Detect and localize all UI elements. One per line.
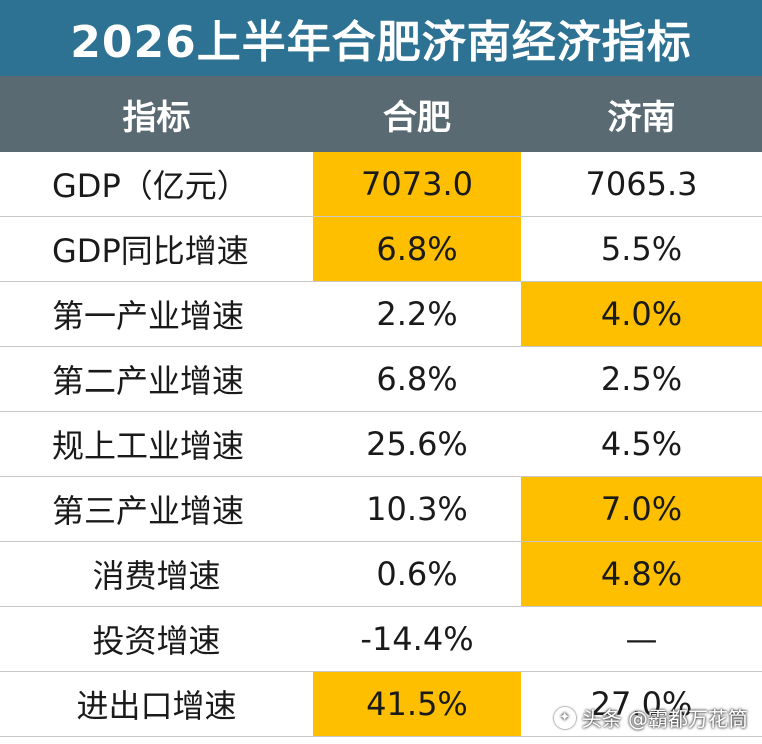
jinan-value: 4.8% (521, 542, 762, 606)
jinan-value: 5.5% (600, 230, 683, 268)
indicator-label: GDP同比增速 (52, 232, 249, 270)
indicator-label: 投资增速 (92, 622, 221, 660)
table-row: 第二产业增速 6.8% 2.5% (0, 347, 762, 412)
indicator-label: 第三产业增速 (52, 492, 245, 530)
header-hefei: 合肥 (383, 97, 451, 138)
table-row: 进出口增速 41.5% 27.0% (0, 672, 762, 737)
hefei-value: 7073.0 (313, 152, 521, 216)
indicator-label: 第一产业增速 (52, 297, 245, 335)
hefei-value: 41.5% (313, 672, 521, 736)
header-indicator: 指标 (122, 97, 191, 138)
toutiao-logo-icon: ✦ (553, 706, 576, 729)
table-row: GDP（亿元） 7073.0 7065.3 (0, 152, 762, 217)
indicator-label: 进出口增速 (76, 687, 237, 725)
indicator-label: 消费增速 (92, 557, 221, 595)
table-header: 指标 合肥 济南 (0, 76, 762, 152)
table-row: 规上工业增速 25.6% 4.5% (0, 412, 762, 477)
jinan-value: 4.0% (521, 282, 762, 346)
header-jinan: 济南 (607, 97, 676, 138)
indicator-label: 第二产业增速 (52, 362, 245, 400)
hefei-value: 6.8% (376, 360, 458, 398)
jinan-value: 27.0% (590, 685, 693, 723)
table-row: 第一产业增速 2.2% 4.0% (0, 282, 762, 347)
table-row: 投资增速 -14.4% — (0, 607, 762, 672)
indicator-label: GDP（亿元） (52, 167, 249, 205)
hefei-value: 10.3% (366, 490, 468, 528)
hefei-value: 6.8% (313, 217, 521, 281)
watermark-text: 头条 @霸都万花筒 (581, 707, 748, 731)
page-title: 2026上半年合肥济南经济指标 (0, 0, 762, 76)
jinan-value: 4.5% (600, 425, 683, 463)
jinan-value: 7.0% (521, 477, 762, 541)
hefei-value: 2.2% (376, 295, 458, 333)
jinan-value: 2.5% (600, 360, 683, 398)
table-row: 第三产业增速 10.3% 7.0% (0, 477, 762, 542)
hefei-value: 25.6% (366, 425, 468, 463)
table-body: GDP（亿元） 7073.0 7065.3 GDP同比增速 6.8% 5.5% … (0, 152, 762, 737)
hefei-value: 0.6% (376, 555, 458, 593)
hefei-value: -14.4% (360, 620, 474, 658)
indicator-label: 规上工业增速 (52, 427, 245, 465)
source-watermark: ✦ 头条 @霸都万花筒 (553, 703, 748, 732)
jinan-value: — (625, 620, 658, 658)
jinan-value: 7065.3 (585, 165, 698, 203)
table-row: GDP同比增速 6.8% 5.5% (0, 217, 762, 282)
table-row: 消费增速 0.6% 4.8% (0, 542, 762, 607)
